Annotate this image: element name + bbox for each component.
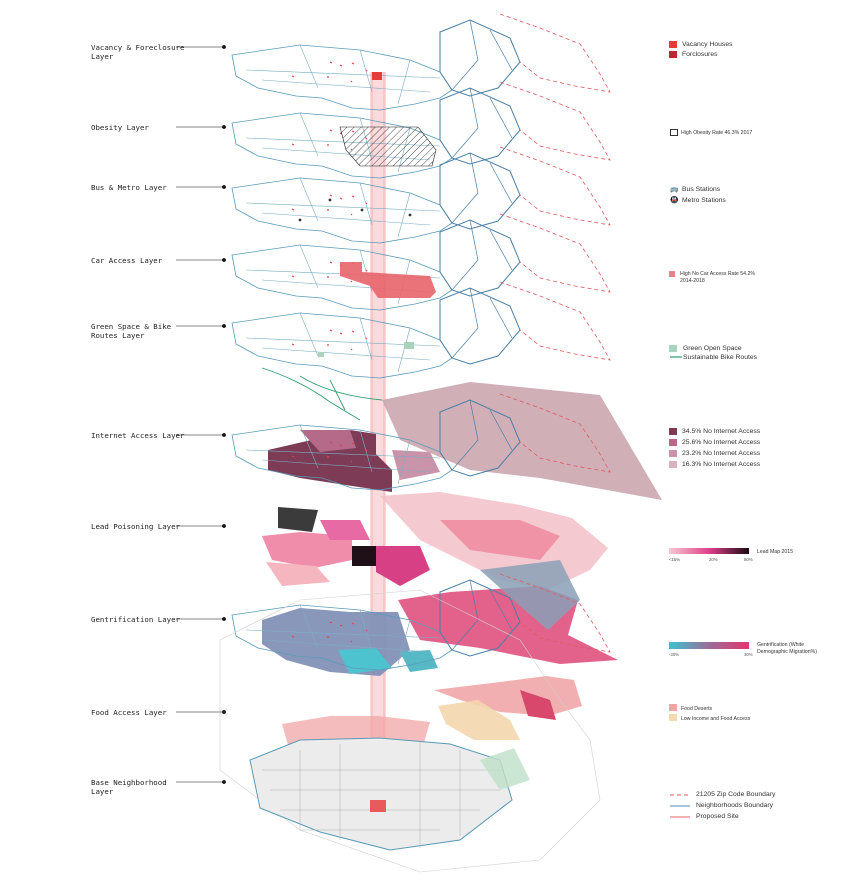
legend-gentrification: Gentrification (White Demographic Migrati… — [757, 642, 817, 655]
internet-swatch-4 — [669, 461, 677, 468]
gent-tick-low: -30% — [669, 652, 680, 657]
base-neighborhood-layer-map — [219, 589, 601, 873]
layer-label-vacancy: Vacancy & Foreclosure Layer — [91, 43, 185, 61]
gentrification-layer-map — [231, 560, 618, 676]
legend-food-deserts: Food Deserts — [681, 706, 713, 712]
layer-label-food-access: Food Access Layer — [91, 708, 167, 717]
legend-internet-1: 34.5% No Internet Access — [682, 428, 761, 435]
vacancy-layer-map — [231, 13, 611, 111]
gent-tick-high: 30% — [744, 652, 753, 657]
leader-lines — [176, 45, 226, 784]
layer-label-lead: Lead Poisoning Layer — [91, 522, 180, 531]
layer-label-obesity: Obesity Layer — [91, 123, 149, 132]
gentrification-gradient-bar — [669, 642, 749, 649]
car-swatch — [669, 271, 675, 277]
lead-gradient-bar — [669, 548, 749, 554]
legend-internet-2: 25.6% No Internet Access — [682, 439, 761, 446]
food-desert-swatch — [669, 704, 677, 711]
green-space-layer-map — [231, 281, 611, 421]
layer-label-base: Base Neighborhood Layer — [91, 778, 167, 796]
layer-label-green-space: Green Space & Bike Routes Layer — [91, 322, 172, 340]
bus-icon: 🚌 — [670, 186, 679, 193]
layer-label-car-access: Car Access Layer — [91, 256, 163, 265]
obesity-hatch-swatch — [670, 129, 678, 136]
internet-access-layer-map — [231, 382, 662, 500]
legend-green-open-space: Green Open Space — [683, 345, 742, 352]
layer-label-internet: Internet Access Layer — [91, 431, 185, 440]
legend-obesity: High Obesity Rate 46.3% 2017 — [681, 130, 753, 136]
legend-internet-3: 23.2% No Internet Access — [682, 450, 761, 457]
low-income-swatch — [669, 714, 677, 721]
legend-vacancy-houses: Vacancy Houses — [682, 41, 733, 48]
site-marker — [372, 72, 382, 80]
legend-car-access: High No Car Access Rate 54.2% 2014-2018 — [680, 271, 755, 284]
internet-swatch-2 — [669, 439, 677, 446]
car-access-layer-map — [231, 213, 611, 311]
layer-label-gentrification: Gentrification Layer — [91, 615, 180, 624]
lead-tick-low: <15% — [669, 557, 681, 562]
obesity-layer-map — [231, 81, 611, 179]
bus-metro-layer-map — [231, 146, 611, 244]
legend-zip-boundary: 21205 Zip Code Boundary — [696, 791, 776, 798]
legend-low-income: Low Income and Food Access — [681, 716, 751, 722]
legend-internet-4: 16.3% No Internet Access — [682, 461, 761, 468]
internet-swatch-3 — [669, 450, 677, 457]
lead-tick-high: 80% — [744, 557, 753, 562]
legend-metro-stations: Metro Stations — [682, 197, 726, 204]
green-swatch — [669, 345, 677, 352]
layer-label-bus-metro: Bus & Metro Layer — [91, 183, 167, 192]
legend-bus-stations: Bus Stations — [682, 186, 721, 193]
metro-icon: 🚇 — [670, 197, 679, 204]
internet-swatch-1 — [669, 428, 677, 435]
legend-neighborhoods-boundary: Neighborhoods Boundary — [696, 802, 774, 809]
lead-tick-mid: 20% — [709, 557, 718, 562]
vacancy-swatch — [669, 41, 677, 48]
legend-proposed-site: Proposed Site — [696, 813, 739, 820]
legend-lead-map: Lead Map 2015 — [757, 549, 794, 555]
legend-forclosures: Forclosures — [682, 51, 718, 58]
legend-bike-routes: Sustainable Bike Routes — [683, 354, 758, 361]
foreclosure-swatch — [669, 51, 677, 58]
